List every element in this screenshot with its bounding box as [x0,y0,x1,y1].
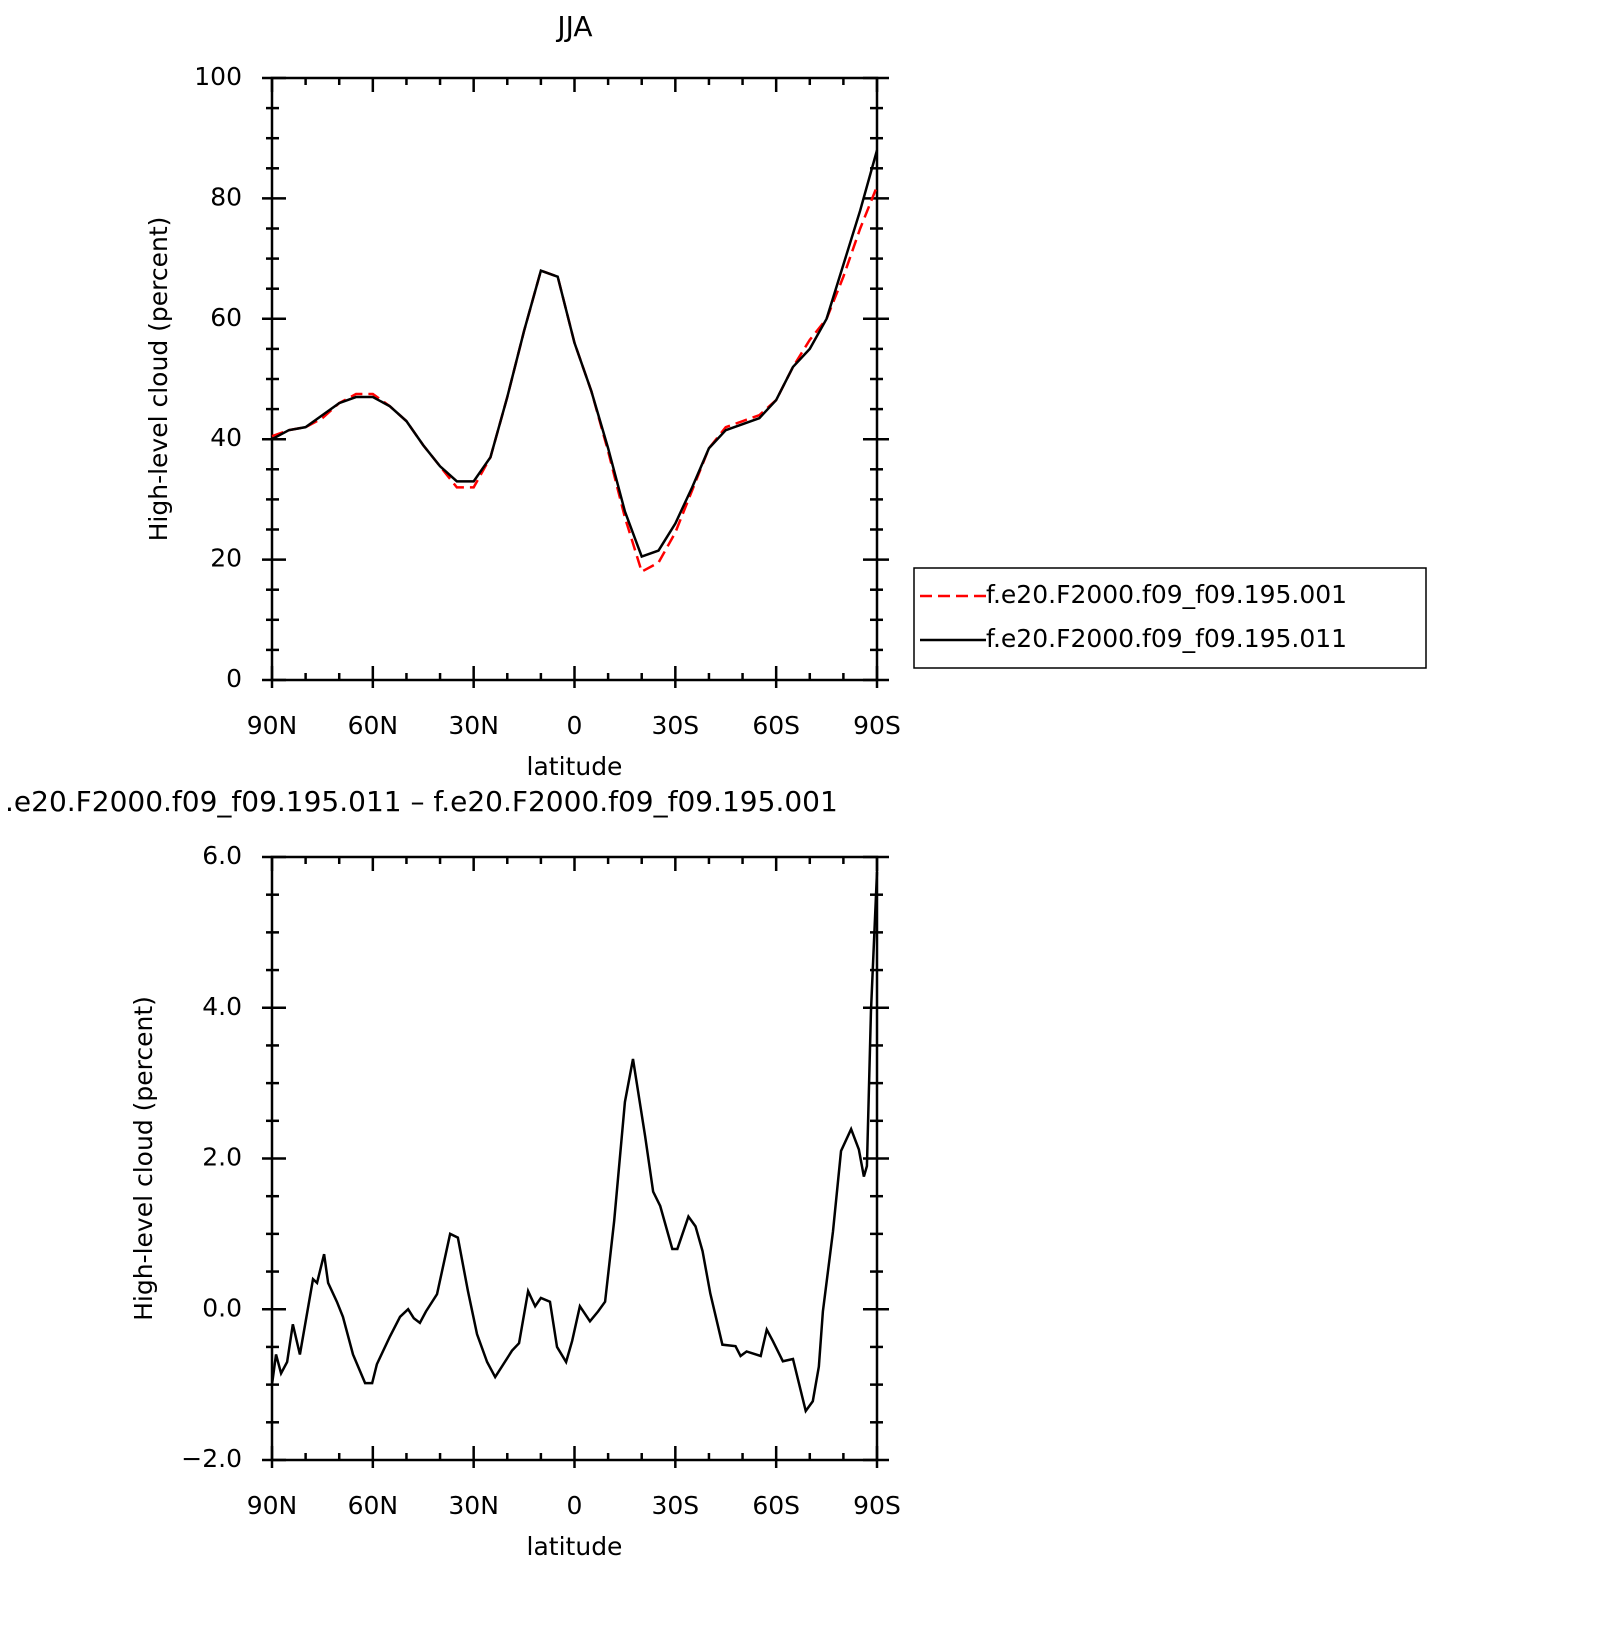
x-axis-label: latitude [527,752,623,781]
y-axis-label: High-level cloud (percent) [129,996,158,1321]
x-tick-label: 90N [247,1491,298,1520]
y-tick-label: 40 [210,423,242,452]
plot-frame [270,855,879,1462]
y-tick-label: 20 [210,544,242,573]
x-tick-label: 60S [752,1491,800,1520]
x-tick-label: 60N [348,711,399,740]
legend-label: f.e20.F2000.f09_f09.195.001 [986,580,1347,609]
x-tick-label: 90S [853,1491,901,1520]
chart-title: .e20.F2000.f09_f09.195.011 – f.e20.F2000… [5,785,838,818]
y-axis-label: High-level cloud (percent) [144,217,173,542]
y-tick-label: 4.0 [202,992,242,1021]
y-tick-label: 80 [210,182,242,211]
x-tick-label: 30S [651,711,699,740]
x-tick-label: 90N [247,711,298,740]
chart-title: JJA [555,10,592,43]
x-tick-label: 0 [567,1491,583,1520]
data-line [271,149,879,559]
y-tick-label: 60 [210,303,242,332]
y-tick-label: 6.0 [202,841,242,870]
x-tick-label: 30S [651,1491,699,1520]
y-tick-label: 0 [226,664,242,693]
x-tick-label: 90S [853,711,901,740]
x-tick-label: 30N [448,1491,499,1520]
y-tick-label: 2.0 [202,1143,242,1172]
data-line [270,872,879,1414]
x-tick-label: 0 [567,711,583,740]
y-tick-label: −2.0 [181,1444,242,1473]
x-tick-label: 60N [348,1491,399,1520]
x-tick-label: 60S [752,711,800,740]
legend-box [913,567,1427,669]
x-axis-label: latitude [527,1532,623,1561]
y-tick-label: 100 [194,62,242,91]
legend-label: f.e20.F2000.f09_f09.195.011 [986,624,1347,653]
x-tick-label: 30N [448,711,499,740]
y-tick-label: 0.0 [202,1293,242,1322]
